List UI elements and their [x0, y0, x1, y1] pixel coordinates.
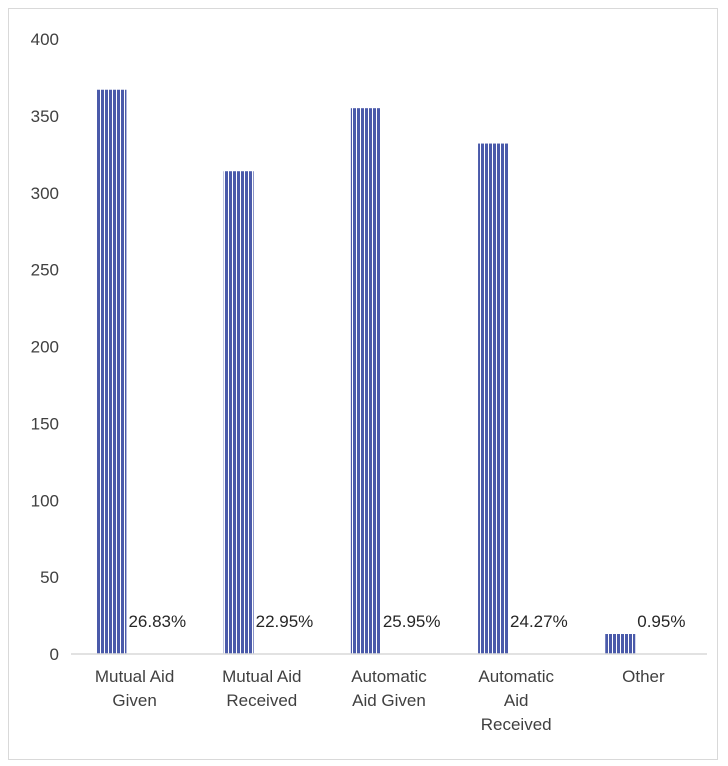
y-tick-label: 100 — [31, 491, 59, 510]
data-label: 26.83% — [128, 612, 186, 631]
data-labels: 26.83% 22.95% 25.95% 24.27% 0.95% — [128, 612, 685, 631]
bar-chart: 0 50 100 150 200 250 300 350 400 26.83% 22.95% 25.… — [31, 30, 707, 734]
bars — [96, 89, 636, 655]
x-axis: Mutual Aid Given Mutual Aid Received Automat… — [71, 653, 707, 734]
data-label: 0.95% — [637, 612, 685, 631]
y-tick-label: 300 — [31, 184, 59, 203]
data-label: 24.27% — [510, 612, 568, 631]
y-tick-label: 200 — [31, 338, 59, 357]
bar — [605, 634, 636, 654]
bar — [223, 171, 254, 654]
y-tick-label: 50 — [40, 568, 59, 587]
bar — [478, 143, 509, 655]
chart-container: 0 50 100 150 200 250 300 350 400 26.83% 22.95% 25.… — [8, 8, 718, 760]
y-tick-label: 150 — [31, 414, 59, 433]
category-label: Automatic Aid Given — [351, 667, 427, 710]
y-tick-label: 0 — [50, 645, 59, 664]
y-tick-label: 250 — [31, 261, 59, 280]
y-axis: 0 50 100 150 200 250 300 350 400 — [31, 30, 59, 664]
data-label: 25.95% — [383, 612, 441, 631]
category-label: Automatic Aid Received — [478, 667, 554, 734]
bar — [96, 89, 127, 655]
y-tick-label: 400 — [31, 30, 59, 49]
data-label: 22.95% — [256, 612, 314, 631]
y-tick-label: 350 — [31, 107, 59, 126]
bar — [350, 108, 381, 654]
category-label: Mutual Aid Received — [222, 667, 301, 710]
category-label: Other — [622, 667, 665, 686]
category-label: Mutual Aid Given — [95, 667, 174, 710]
